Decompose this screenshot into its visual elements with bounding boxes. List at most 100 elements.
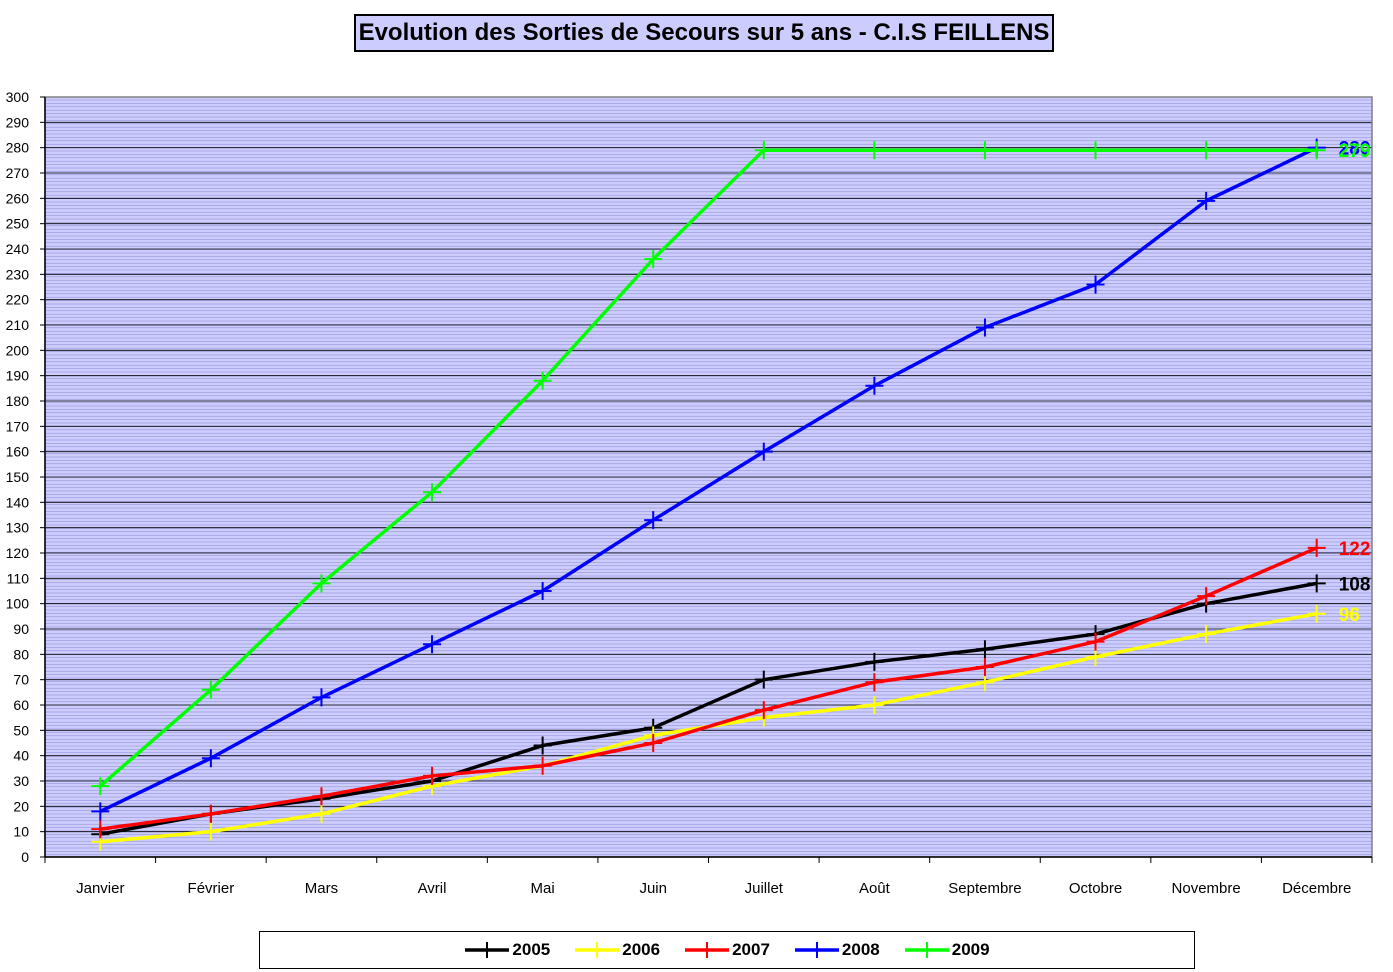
y-tick-label: 230 (6, 266, 30, 282)
data-point-marker (533, 736, 552, 755)
data-point-marker (201, 749, 220, 768)
y-tick-label: 290 (6, 114, 30, 130)
x-tick-label: Avril (418, 880, 447, 897)
y-tick-label: 170 (6, 418, 30, 434)
legend: 2005 2006 2007 2008 2009 (259, 931, 1195, 969)
legend-label: 2006 (622, 940, 661, 959)
x-tick-label: Juillet (745, 880, 784, 897)
x-tick-label: Août (859, 880, 891, 897)
data-point-marker (533, 756, 552, 775)
y-tick-label: 40 (13, 748, 29, 764)
data-point-marker (91, 802, 110, 821)
y-tick-label: 150 (6, 469, 30, 485)
y-tick-label: 190 (6, 368, 30, 384)
data-point-marker (865, 696, 884, 714)
series-line-2009 (99, 148, 1317, 788)
y-tick-label: 30 (13, 773, 29, 789)
data-point-marker (201, 680, 220, 699)
data-point-marker (754, 701, 773, 720)
end-value-label-2005: 108 (1339, 574, 1371, 595)
y-tick-label: 70 (13, 672, 29, 688)
legend-swatch (685, 942, 730, 958)
data-point-marker (975, 640, 994, 659)
y-tick-label: 160 (6, 444, 30, 460)
y-tick-label: 20 (13, 798, 29, 814)
legend-item-2006: 2006 (574, 940, 660, 960)
series-line-2008 (99, 146, 1318, 813)
y-tick-label: 270 (6, 165, 30, 181)
end-value-label-2006: 96 (1339, 605, 1360, 626)
series-line-2005 (99, 581, 1318, 836)
data-point-marker (423, 635, 442, 654)
data-point-marker (644, 734, 663, 752)
data-point-marker (644, 250, 663, 269)
data-point-marker (865, 652, 884, 671)
data-point-marker (312, 688, 331, 707)
y-tick-label: 200 (6, 342, 30, 358)
end-value-label-2009: 279 (1339, 141, 1371, 162)
legend-swatch (575, 942, 620, 958)
data-point-marker (754, 141, 773, 160)
data-point-marker (1197, 587, 1216, 606)
series-2008 (91, 138, 1326, 821)
legend-label: 2005 (512, 940, 551, 959)
y-tick-label: 220 (6, 292, 30, 308)
y-tick-label: 210 (6, 317, 30, 333)
data-point-marker (91, 820, 110, 839)
data-point-marker (1197, 625, 1216, 644)
data-point-marker (312, 787, 331, 806)
y-tick-label: 80 (13, 646, 29, 662)
x-tick-label: Mars (305, 880, 338, 897)
series-line-2007 (100, 546, 1318, 831)
y-tick-label: 50 (13, 722, 29, 738)
y-tick-label: 0 (21, 849, 29, 865)
x-tick-label: Octobre (1069, 880, 1122, 897)
data-point-marker (975, 141, 994, 160)
data-point-marker (312, 574, 331, 593)
data-point-marker (1086, 647, 1105, 666)
legend-label: 2007 (732, 940, 770, 959)
y-tick-label: 90 (13, 621, 29, 637)
x-tick-label: Février (188, 880, 235, 897)
end-value-label-2007: 122 (1339, 539, 1371, 560)
data-point-marker (201, 822, 220, 841)
y-tick-label: 250 (6, 216, 30, 232)
y-tick-label: 10 (13, 824, 29, 840)
y-tick-label: 100 (6, 596, 30, 612)
data-point-marker (1197, 141, 1216, 160)
data-point-marker (865, 376, 884, 395)
x-tick-label: Décembre (1282, 880, 1351, 897)
chart-title: Evolution des Sorties de Secours sur 5 a… (354, 14, 1054, 52)
data-point-marker (754, 442, 773, 461)
legend-swatch (904, 942, 949, 958)
data-point-marker (423, 483, 442, 502)
legend-item-2005: 2005 (464, 940, 550, 960)
data-point-marker (1197, 191, 1216, 210)
data-point-marker (754, 670, 773, 689)
data-point-marker (975, 673, 994, 692)
x-tick-label: Novembre (1172, 880, 1241, 897)
data-point-marker (865, 141, 884, 160)
data-point-marker (533, 582, 552, 600)
y-tick-label: 240 (6, 241, 30, 257)
data-point-marker (1086, 141, 1105, 160)
data-point-marker (312, 804, 331, 823)
data-point-marker (644, 511, 663, 530)
data-point-marker (975, 658, 994, 676)
y-tick-label: 120 (6, 545, 30, 561)
legend-item-2007: 2007 (684, 940, 770, 960)
data-point-marker (1307, 141, 1326, 160)
y-tick-label: 300 (6, 89, 30, 105)
data-point-marker (1086, 632, 1105, 651)
y-tick-label: 110 (7, 570, 30, 586)
series-2007 (91, 538, 1326, 839)
data-point-marker (975, 318, 994, 337)
y-tick-label: 280 (6, 140, 30, 156)
y-tick-label: 130 (6, 520, 30, 536)
data-point-marker (1307, 604, 1326, 623)
data-point-marker (1086, 275, 1105, 294)
y-tick-label: 60 (13, 697, 29, 713)
x-tick-label: Juin (639, 880, 667, 897)
data-point-marker (533, 371, 552, 390)
